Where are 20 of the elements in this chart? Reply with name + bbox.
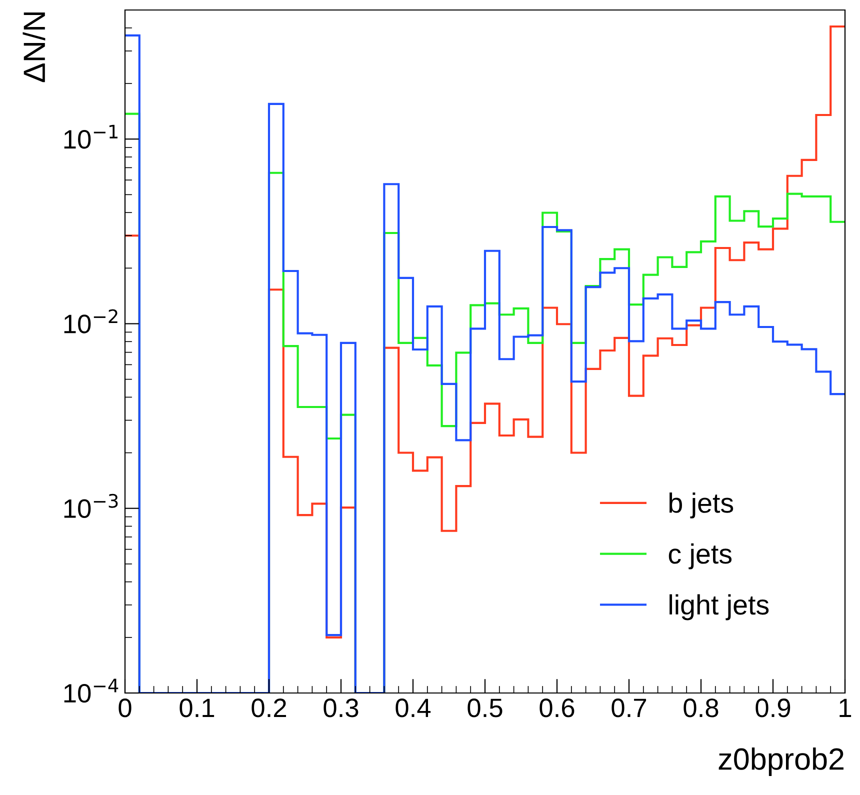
x-tick-label: 0.1 (180, 698, 214, 718)
legend-label: c jets (668, 543, 732, 570)
x-tick-label: 0.6 (540, 698, 574, 718)
legend-label: b jets (669, 492, 734, 518)
x-axis-title: z0bprob2 (718, 747, 844, 776)
y-axis-title: ΔN/N (22, 12, 46, 82)
x-tick-label: 0.7 (612, 698, 646, 718)
y-tick-label: 10$^{−1}$ (64, 124, 118, 149)
x-tick-label: 1 (840, 698, 852, 717)
x-tick-label: 0.3 (324, 698, 358, 718)
x-tick-label: 0.8 (684, 698, 718, 718)
x-tick-label: 0.9 (756, 698, 790, 718)
x-tick-label: 0.2 (252, 698, 286, 718)
x-tick-label: 0.4 (396, 698, 431, 718)
y-tick-label: 10$^{−4}$ (64, 678, 118, 703)
x-tick-label: 0.5 (468, 698, 502, 718)
y-tick-label: 10$^{−3}$ (64, 494, 118, 518)
x-tick-label: 0 (118, 698, 132, 718)
legend-label: light jets (670, 594, 769, 620)
y-tick-label: 10$^{−2}$ (64, 309, 118, 334)
